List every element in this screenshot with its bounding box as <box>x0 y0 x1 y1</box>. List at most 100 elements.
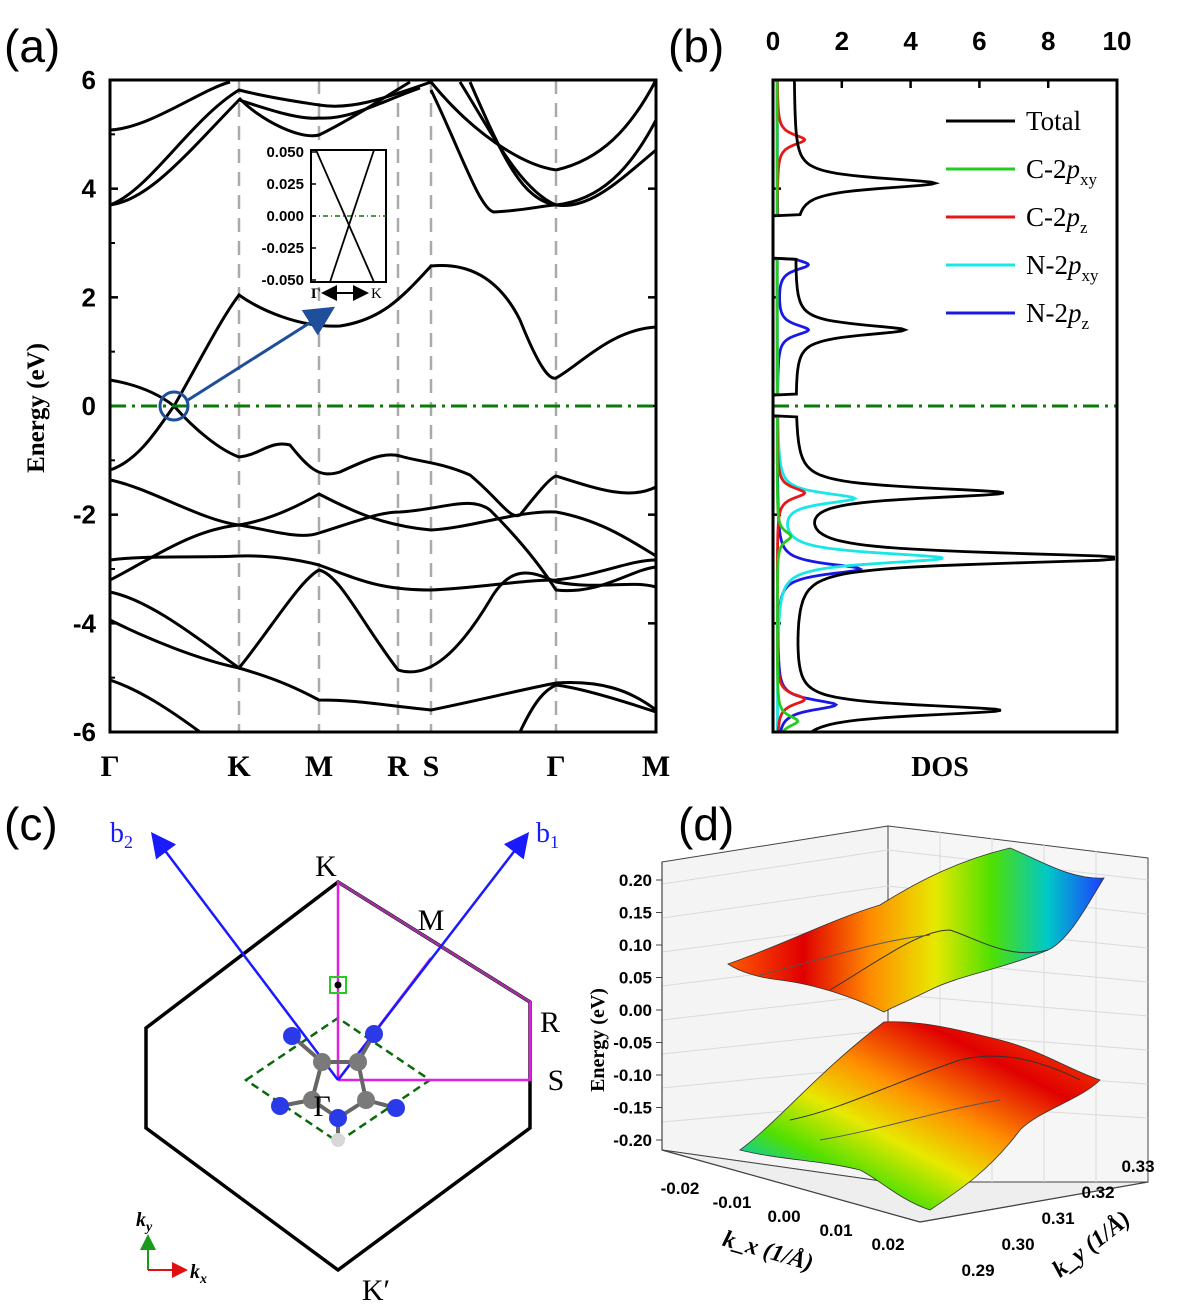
xtick-label: 0.01 <box>819 1221 852 1240</box>
ytick-label: 0.31 <box>1041 1209 1074 1228</box>
kx-label: kx <box>190 1261 207 1287</box>
inset-ytick-label: 0.000 <box>266 208 304 225</box>
nitrogen-atom <box>271 1097 289 1115</box>
panel-d-xticks: -0.02 -0.01 0.00 0.01 0.02 <box>661 1179 905 1254</box>
ytick-label: -6 <box>73 717 96 747</box>
nitrogen-atom <box>283 1027 301 1045</box>
inset-ytick-label: -0.050 <box>261 272 304 289</box>
ytick-label: 0.30 <box>1001 1235 1034 1254</box>
xtick-label: 0 <box>766 26 780 56</box>
ztick-label: 0.00 <box>619 1001 652 1020</box>
b1-vector <box>337 832 530 1081</box>
xtick-label: 0.02 <box>871 1235 904 1254</box>
carbon-atom <box>349 1053 367 1071</box>
upper-contour <box>829 929 1049 991</box>
panel-d: (d) <box>587 798 1155 1283</box>
b1-label: b1 <box>536 818 559 852</box>
panel-a-frame <box>108 78 658 734</box>
ytick-label: -4 <box>73 608 97 638</box>
b2-vector <box>150 832 339 1081</box>
legend-label: Total <box>1026 106 1081 136</box>
inset-ytick-label: 0.025 <box>266 176 304 193</box>
ytick-label: -2 <box>73 500 96 530</box>
nitrogen-atom <box>365 1025 383 1043</box>
ytick-label: 4 <box>82 174 97 204</box>
x-axis-line <box>661 1149 921 1223</box>
carbon-atom <box>303 1091 321 1109</box>
ytick-label: 6 <box>82 65 96 95</box>
panel-b-xlabel: DOS <box>911 752 969 783</box>
ky-label: ky <box>136 1209 153 1235</box>
xtick-label: 6 <box>972 26 986 56</box>
kpoint-label: K <box>227 750 251 783</box>
b2-label: b2 <box>110 818 133 852</box>
inset-label-k: K <box>371 286 382 302</box>
inset-ytick-label: 0.050 <box>266 144 304 161</box>
xtick-label: 0.00 <box>767 1207 800 1226</box>
inset-label-gamma: Γ <box>311 286 321 302</box>
legend-label: C-2pz <box>1026 202 1088 237</box>
hydrogen-atom <box>331 1133 345 1147</box>
panel-d-label: (d) <box>678 798 734 850</box>
panel-c-label: (c) <box>4 798 58 850</box>
inset-yticks: 0.050 0.025 0.000 -0.025 -0.050 <box>261 144 316 289</box>
panel-b: (b) 0 2 4 6 8 10 DOS Total C-2pxy C-2pz N-2pxy N-… <box>668 20 1131 783</box>
kpoint-label: S <box>423 750 440 783</box>
ytick-label: 2 <box>82 282 96 312</box>
kpoint-label: M <box>642 750 670 783</box>
label-k-prime: K′ <box>362 1274 390 1307</box>
nitrogen-atom <box>329 1109 347 1127</box>
inset-arrow <box>187 306 336 402</box>
band-lines <box>109 79 658 734</box>
inset-band-2 <box>329 149 375 283</box>
ztick-label: 0.20 <box>619 871 652 890</box>
dirac-point-dot <box>334 981 342 989</box>
ztick-label: 0.05 <box>619 969 652 988</box>
y-axis-line <box>919 1181 1149 1223</box>
panel-b-frame <box>771 78 1119 734</box>
ytick-label: 0 <box>82 391 96 421</box>
kpath-k-r <box>337 881 531 1003</box>
panel-d-zlabel: Energy (eV) <box>587 988 609 1092</box>
label-r: R <box>540 1006 560 1039</box>
label-s: S <box>548 1064 565 1097</box>
ztick-label: -0.20 <box>613 1131 652 1150</box>
molecule <box>271 1025 405 1147</box>
upper-cone <box>727 847 1105 1013</box>
upper-contour-2 <box>759 934 931 976</box>
panel-a-ylabel: Energy (eV) <box>23 343 50 473</box>
xtick-label: -0.01 <box>713 1193 752 1212</box>
lower-contour <box>789 1055 1081 1121</box>
carbon-atom <box>313 1053 331 1071</box>
kpoint-label: M <box>305 750 333 783</box>
nitrogen-atom <box>387 1099 405 1117</box>
label-k: K <box>315 850 337 883</box>
legend-label: C-2pxy <box>1026 154 1098 189</box>
carbon-atom <box>357 1091 375 1109</box>
label-m: M <box>418 904 445 937</box>
ztick-label: -0.15 <box>613 1099 652 1118</box>
xtick-label: 8 <box>1041 26 1055 56</box>
xtick-label: -0.02 <box>661 1179 700 1198</box>
panel-d-yticks: 0.29 0.30 0.31 0.32 0.33 <box>961 1157 1154 1280</box>
kpoint-label: Γ <box>100 750 119 783</box>
ztick-label: 0.15 <box>619 904 652 923</box>
inset-band-1 <box>315 149 375 283</box>
ztick-label: -0.10 <box>613 1066 652 1085</box>
dos-legend: Total C-2pxy C-2pz N-2pxy N-2pz <box>946 106 1099 333</box>
ytick-label: 0.33 <box>1121 1157 1154 1176</box>
panel-d-xlabel: k_x (1/Å) <box>720 1226 816 1277</box>
inset: 0.050 0.025 0.000 -0.025 -0.050 Γ K <box>261 144 387 302</box>
panel-a-label: (a) <box>4 20 60 72</box>
xtick-label: 4 <box>903 26 918 56</box>
panel-d-zticks: 0.20 0.15 0.10 0.05 0.00 -0.05 -0.10 -0.15 -0.20 <box>613 871 662 1150</box>
kpoint-label: R <box>387 750 409 783</box>
dirac-point-circle <box>158 390 190 422</box>
legend-label: N-2pxy <box>1026 250 1099 285</box>
kpoint-label: Γ <box>546 750 565 783</box>
dirac-point-box <box>329 976 347 994</box>
lower-cone <box>739 1021 1101 1211</box>
